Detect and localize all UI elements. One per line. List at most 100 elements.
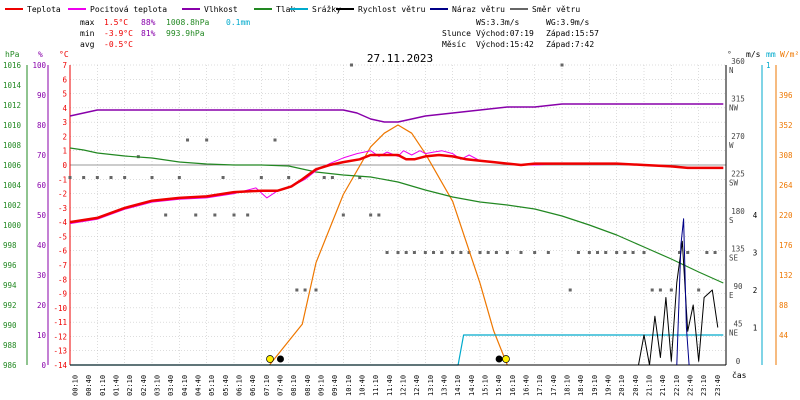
tick-pct: 100 <box>32 61 46 70</box>
tick-time: 10:40 <box>359 375 367 396</box>
tick-dir-deg: 90 <box>733 282 743 291</box>
wind-dir-point <box>205 138 209 142</box>
legend-label-1: Pocitová teplota <box>90 5 167 14</box>
legend-label-2: Vlhkost <box>204 5 238 14</box>
tick-time: 12:10 <box>400 375 408 396</box>
tick-hpa: 1000 <box>3 221 22 230</box>
tick-time: 02:10 <box>126 375 134 396</box>
wind-dir-point <box>546 251 550 254</box>
tick-degc: -9 <box>58 290 67 299</box>
tick-dir-code: N <box>729 66 734 75</box>
tick-time: 06:40 <box>249 375 257 396</box>
tick-dir-code: S <box>729 216 734 225</box>
stat-max-label: max <box>80 18 95 27</box>
tick-time: 03:10 <box>154 375 162 396</box>
tick-time: 00:10 <box>72 375 80 396</box>
wind-dir-point <box>519 251 523 254</box>
wind-dir-point <box>95 176 99 179</box>
tick-degc: 3 <box>62 118 67 127</box>
tick-ms: 2 <box>753 286 758 295</box>
wind-dir-point <box>109 176 113 179</box>
tick-time: 22:40 <box>687 375 695 396</box>
stat-min-label: min <box>80 29 95 38</box>
tick-hpa: 1006 <box>3 161 22 170</box>
wind-dir-point <box>341 213 345 217</box>
wind-dir-point <box>232 213 236 217</box>
series-wind-speed <box>70 240 719 366</box>
tick-time: 04:10 <box>181 375 189 396</box>
wind-dir-point <box>478 251 482 254</box>
tick-pct: 70 <box>37 151 47 160</box>
tick-hpa: 998 <box>3 241 17 250</box>
series-wind-gust <box>676 218 690 366</box>
tick-time: 13:10 <box>427 375 435 396</box>
tick-degc: -1 <box>58 175 67 184</box>
wind-dir-point <box>246 213 250 217</box>
wind-dir-point <box>314 288 318 292</box>
wind-dir-point <box>686 251 690 254</box>
tick-time: 11:10 <box>372 375 380 396</box>
axis-title-wm2: W/m² <box>780 50 799 59</box>
tick-dir-deg: 315 <box>731 95 745 104</box>
legend-label-4: Srážky <box>312 5 341 14</box>
tick-hpa: 1002 <box>3 201 21 210</box>
axis-title-ms: m/s <box>746 50 761 59</box>
wind-dir-point <box>615 251 619 254</box>
series-solar-radiation <box>269 124 508 366</box>
wind-dir-point <box>576 251 580 254</box>
axis-title-mm: mm <box>766 50 776 59</box>
tick-dir-code: W <box>729 141 734 150</box>
tick-time: 08:40 <box>304 375 312 396</box>
tick-time: 22:10 <box>673 375 681 396</box>
stat-min-hum: 81% <box>141 29 156 38</box>
tick-wm2: 220 <box>779 211 793 220</box>
tick-time: 14:10 <box>454 375 462 396</box>
tick-ms: 4 <box>753 211 758 220</box>
tick-time: 07:10 <box>263 375 271 396</box>
wind-dir-point <box>213 213 217 217</box>
wind-dir-point <box>440 251 444 254</box>
stat-sun-rise: Východ:07:19 <box>476 29 534 38</box>
tick-hpa: 1010 <box>3 121 22 130</box>
wind-dir-point <box>568 288 572 292</box>
axis-title-deg: ° <box>727 50 732 59</box>
tick-degc: -11 <box>53 318 67 327</box>
series-humidity <box>69 103 724 123</box>
tick-dir-deg: 270 <box>731 132 745 141</box>
axes: 1016101410121010100810061004100210009989… <box>3 57 793 396</box>
tick-degc: -2 <box>58 190 67 199</box>
tick-time: 10:10 <box>345 375 353 396</box>
wind-dir-point <box>505 251 509 254</box>
tick-hpa: 990 <box>3 321 17 330</box>
tick-time: 09:40 <box>331 375 339 396</box>
tick-pct: 50 <box>37 211 47 220</box>
wind-dir-point <box>123 176 127 179</box>
tick-hpa: 1012 <box>3 101 21 110</box>
wind-dir-point <box>486 251 490 254</box>
tick-degc: -8 <box>58 275 68 284</box>
tick-pct: 90 <box>37 91 47 100</box>
wind-dir-point <box>658 288 662 292</box>
wind-dir-point <box>177 176 181 179</box>
wind-dir-point <box>303 288 307 292</box>
tick-time: 17:40 <box>550 375 558 396</box>
moon-marker <box>276 355 284 363</box>
stat-avg-temp: -0.5°C <box>104 40 133 49</box>
stat-moon-label: Měsíc <box>442 40 466 49</box>
tick-time: 23:40 <box>714 375 722 396</box>
tick-time: 19:10 <box>591 375 599 396</box>
wind-dir-point <box>623 251 627 254</box>
tick-degc: -6 <box>58 247 68 256</box>
stat-max-hum: 88% <box>141 18 156 27</box>
stat-wind: WS:3.3m/s <box>476 18 520 27</box>
stat-min-press: 993.9hPa <box>166 29 205 38</box>
tick-hpa: 988 <box>3 341 17 350</box>
tick-time: 18:40 <box>577 375 585 396</box>
tick-time: 12:40 <box>413 375 421 396</box>
wind-dir-point <box>604 251 608 254</box>
tick-time: 23:10 <box>700 375 708 396</box>
tick-time: 21:10 <box>646 375 654 396</box>
tick-time: 20:40 <box>632 375 640 396</box>
